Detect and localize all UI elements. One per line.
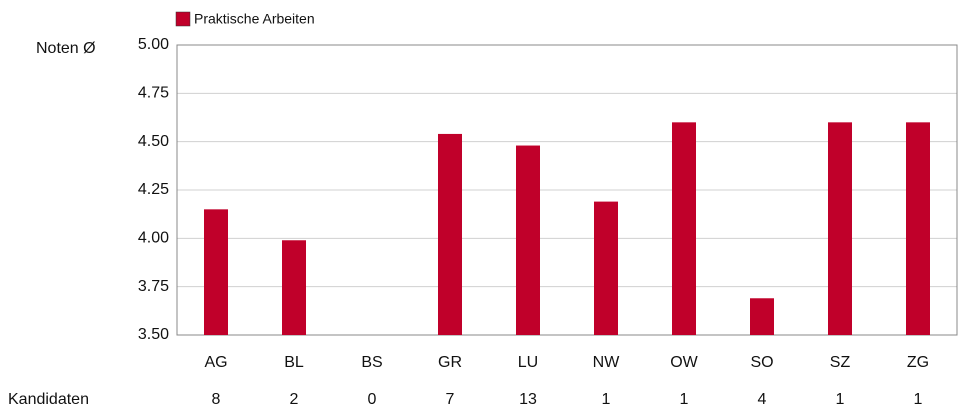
x-tick-label: OW [670,354,698,371]
y-tick-label: 4.25 [138,181,169,198]
x-tick-label: LU [518,354,538,371]
candidate-count: 8 [212,391,221,408]
x-tick-label: ZG [907,354,929,371]
bar [750,298,774,335]
candidate-count: 4 [758,391,767,408]
bar [906,122,930,335]
candidate-count: 2 [290,391,299,408]
x-tick-label: BS [361,354,382,371]
candidate-count: 1 [602,391,611,408]
y-tick-label: 3.75 [138,278,169,295]
bar [594,201,618,335]
bar [204,209,228,335]
y-axis-label: Noten Ø [36,40,96,57]
bar [672,122,696,335]
bar [516,145,540,335]
legend-label: Praktische Arbeiten [194,11,315,27]
candidate-count: 1 [836,391,845,408]
y-tick-label: 3.50 [138,326,169,343]
candidates-label: Kandidaten [8,391,89,408]
legend-swatch [175,11,191,27]
candidate-count: 13 [519,391,537,408]
y-tick-label: 4.75 [138,85,169,102]
y-tick-label: 4.50 [138,133,169,150]
candidate-count: 1 [680,391,689,408]
x-tick-label: NW [593,354,621,371]
y-tick-label: 5.00 [138,36,169,53]
candidate-count: 0 [368,391,377,408]
bar [828,122,852,335]
bar [282,240,306,335]
x-tick-label: GR [438,354,462,371]
bar [438,133,462,335]
x-tick-label: AG [204,354,227,371]
candidate-count: 1 [914,391,923,408]
candidate-count: 7 [446,391,455,408]
x-tick-label: SO [750,354,773,371]
y-tick-label: 4.00 [138,230,169,247]
plot-frame [176,44,958,336]
x-tick-label: SZ [830,354,851,371]
x-tick-label: BL [284,354,304,371]
